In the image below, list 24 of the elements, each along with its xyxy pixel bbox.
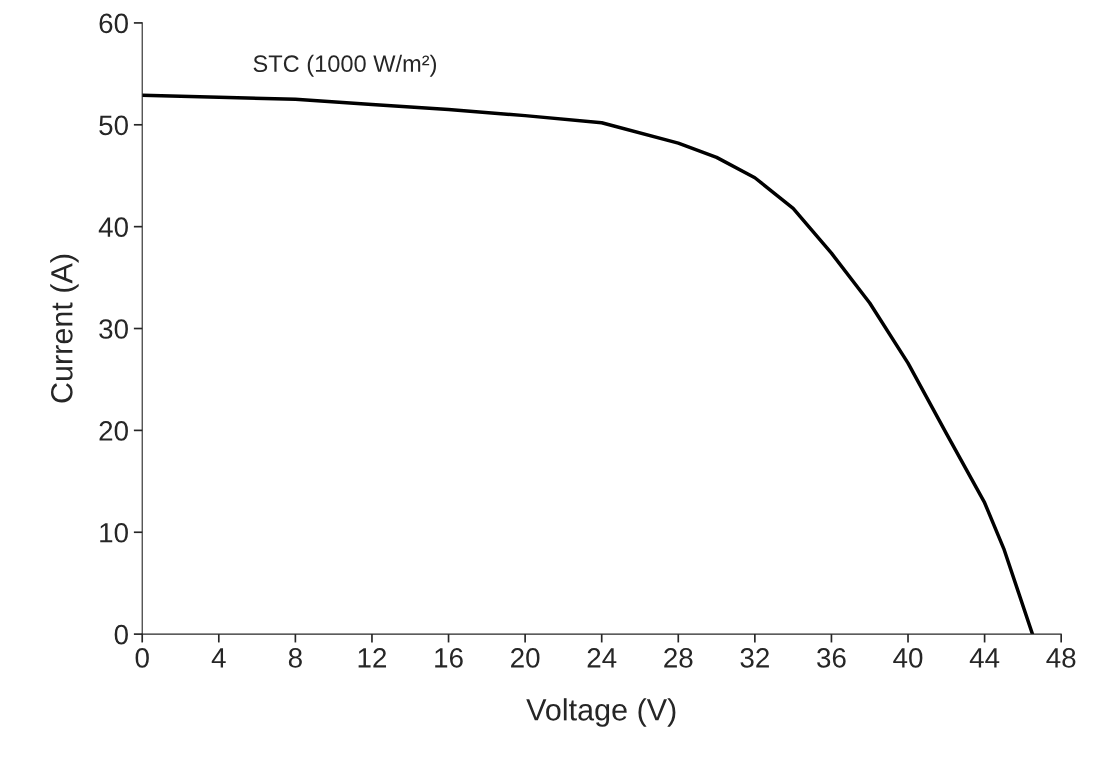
y-tick-label: 0: [114, 624, 128, 645]
x-tick-label: 36: [817, 648, 846, 668]
x-tick-label: 24: [587, 648, 617, 668]
y-axis-title: Current (A): [50, 254, 79, 403]
annotation: STC (1000 W/m²): [253, 54, 436, 77]
x-tick-label: 40: [893, 648, 923, 668]
x-tick-label: 0: [135, 648, 149, 668]
x-axis-title: Voltage (V): [526, 698, 676, 727]
x-tick-label: 4: [211, 648, 226, 668]
x-tick-label: 12: [358, 648, 387, 668]
y-tick-label: 10: [100, 522, 128, 543]
x-tick-label: 20: [511, 648, 540, 668]
x-tick-label: 44: [969, 648, 1000, 668]
x-tick-label: 28: [664, 648, 693, 668]
x-tick-label: 16: [435, 648, 463, 668]
y-tick-label: 20: [99, 421, 128, 441]
y-tick-label: 30: [99, 319, 128, 339]
x-tick-label: 32: [740, 648, 769, 668]
y-tick-label: 40: [98, 217, 128, 237]
line-series: [142, 93, 1035, 635]
y-tick-label: 50: [99, 115, 128, 136]
x-tick-label: 48: [1046, 648, 1076, 668]
x-tick-label: 8: [288, 648, 302, 668]
y-tick-label: 60: [99, 13, 128, 34]
